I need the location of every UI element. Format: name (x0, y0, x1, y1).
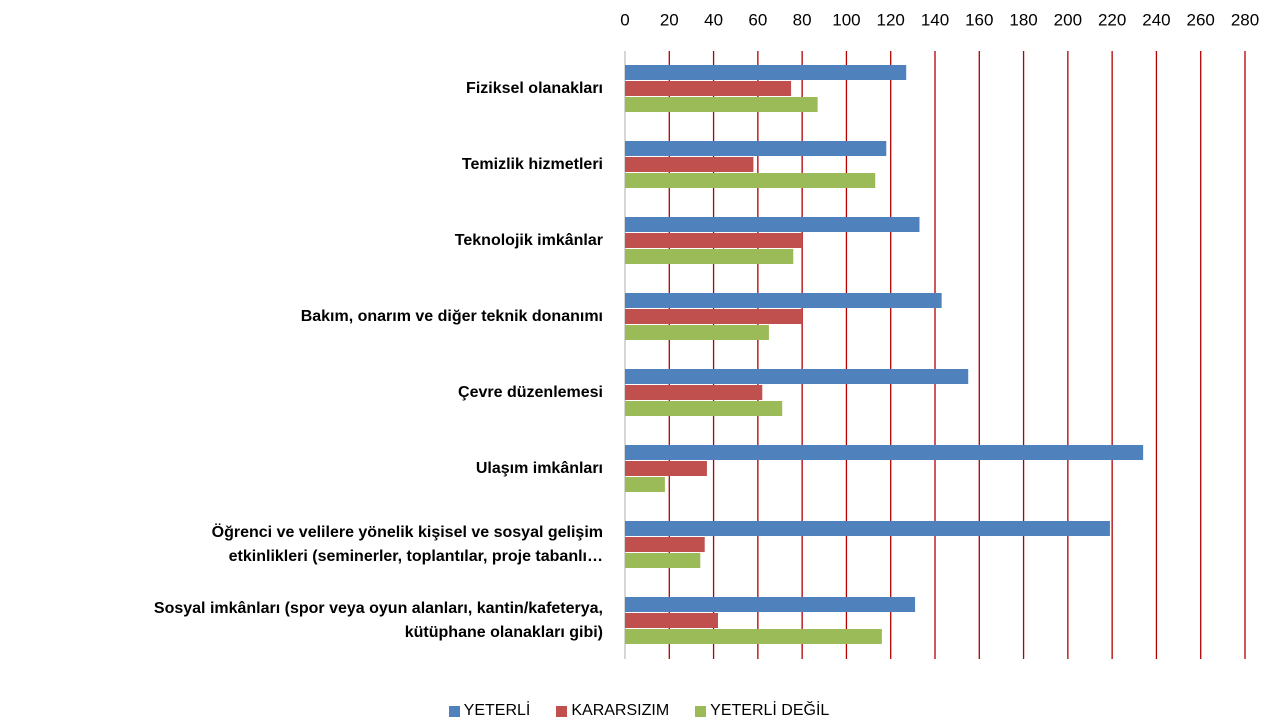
x-tick-label: 140 (921, 10, 949, 29)
bar (625, 81, 792, 96)
bar (625, 309, 803, 324)
category-label: Çevre düzenlemesi (458, 384, 603, 401)
x-tick-label: 280 (1231, 10, 1259, 29)
legend-item: YETERLİ (448, 702, 531, 720)
category-label: Ulaşım imkânları (475, 460, 603, 477)
legend-swatch (448, 705, 460, 717)
x-tick-label: 120 (877, 10, 905, 29)
bar (625, 477, 665, 492)
x-tick-label: 60 (748, 10, 767, 29)
category-label: Öğrenci ve velilere yönelik kişisel ve s… (211, 524, 603, 565)
bar (625, 141, 887, 156)
x-tick-label: 220 (1098, 10, 1126, 29)
bar (625, 325, 769, 340)
x-tick-label: 160 (965, 10, 993, 29)
x-tick-label: 80 (793, 10, 812, 29)
bar (625, 613, 718, 628)
bar (625, 233, 803, 248)
legend-label: KARARSIZIM (571, 702, 670, 719)
bar (625, 369, 969, 384)
bar (625, 629, 882, 644)
bar (625, 157, 754, 172)
legend-item: YETERLİ DEĞİL (695, 702, 829, 720)
bar (625, 249, 794, 264)
x-tick-label: 200 (1054, 10, 1082, 29)
bar (625, 217, 920, 232)
x-tick-label: 260 (1187, 10, 1215, 29)
bar (625, 445, 1144, 460)
bar (625, 385, 763, 400)
bar (625, 173, 876, 188)
x-tick-label: 100 (832, 10, 860, 29)
x-tick-label: 40 (704, 10, 723, 29)
legend-item: KARARSIZIM (556, 702, 669, 720)
legend-swatch (556, 705, 568, 717)
bar (625, 597, 916, 612)
bar (625, 401, 783, 416)
legend-label: YETERLİ DEĞİL (710, 702, 830, 719)
legend-label: YETERLİ (463, 702, 531, 719)
legend: YETERLİ KARARSIZIM YETERLİ DEĞİL (0, 702, 1278, 720)
x-tick-label: 0 (620, 10, 629, 29)
bar (625, 97, 818, 112)
bar (625, 65, 907, 80)
bar (625, 553, 701, 568)
category-label: Sosyal imkânları (spor veya oyun alanlar… (153, 600, 603, 641)
bar (625, 521, 1110, 536)
bar (625, 293, 942, 308)
x-tick-label: 180 (1009, 10, 1037, 29)
category-label: Temizlik hizmetleri (461, 156, 603, 173)
bar (625, 537, 705, 552)
category-label: Fiziksel olanakları (466, 80, 603, 97)
x-tick-label: 20 (660, 10, 679, 29)
bar (625, 461, 707, 476)
category-label: Teknolojik imkânlar (454, 232, 603, 249)
x-tick-label: 240 (1142, 10, 1170, 29)
legend-swatch (695, 705, 707, 717)
category-label: Bakım, onarım ve diğer teknik donanımı (300, 308, 603, 325)
